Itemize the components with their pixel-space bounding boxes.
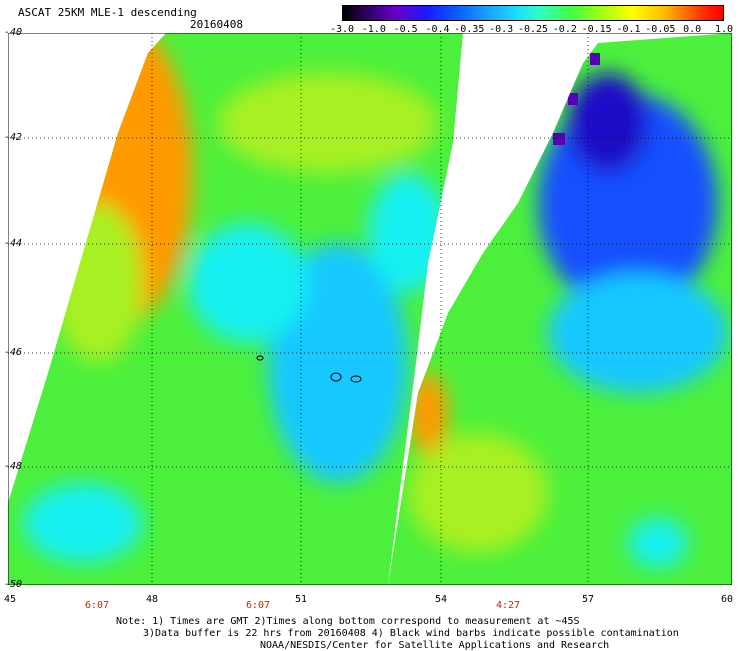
longitude-label: 51 <box>294 594 308 605</box>
cyan-patch-south <box>628 518 688 568</box>
product-date: 20160408 <box>190 18 243 31</box>
longitude-label: 60 <box>720 594 734 605</box>
purple-pixel <box>590 53 600 65</box>
color-scale-tick: -1.0 <box>361 24 386 35</box>
color-scale-tick: -0.15 <box>581 24 612 35</box>
latitude-label: -50 <box>4 579 23 590</box>
color-scale-tick: -0.4 <box>425 24 450 35</box>
yellow-region <box>408 433 548 553</box>
latitude-label: -46 <box>4 347 23 358</box>
green-region <box>218 73 438 173</box>
color-scale-tick: -0.3 <box>489 24 514 35</box>
contamination-contours <box>256 355 362 383</box>
contour <box>256 355 264 361</box>
graticule <box>8 33 732 585</box>
purple-pixel <box>568 93 578 105</box>
color-scale-tick: -0.5 <box>393 24 418 35</box>
cyan-patch <box>188 223 308 343</box>
product-title: ASCAT 25KM MLE-1 descending <box>18 6 197 19</box>
pass-time-label: 4:27 <box>495 600 521 611</box>
pass-time-label: 6:07 <box>245 600 271 611</box>
right-swath <box>388 33 732 585</box>
cyan-patch-east <box>368 173 448 293</box>
color-scale-tick: 0.0 <box>683 24 702 35</box>
color-scale-tick: -0.1 <box>616 24 641 35</box>
color-scale-tick: -0.05 <box>645 24 676 35</box>
contour <box>330 372 342 382</box>
color-scale-tick: 1.0 <box>714 24 734 35</box>
longitude-label: 45 <box>3 594 17 605</box>
latitude-label: -42 <box>4 132 23 143</box>
light-blue-region <box>548 273 728 393</box>
note-line-2: 3)Data buffer is 22 hrs from 20160408 4)… <box>143 628 679 639</box>
orange-edge <box>408 373 448 453</box>
note-line-1: Note: 1) Times are GMT 2)Times along bot… <box>116 616 580 627</box>
color-scale-tick: -0.2 <box>552 24 577 35</box>
color-scale-bar <box>342 5 724 21</box>
yellow-band <box>53 203 143 363</box>
color-scale-tick: -0.25 <box>517 24 549 35</box>
longitude-label: 48 <box>145 594 159 605</box>
note-line-3: NOAA/NESDIS/Center for Satellite Applica… <box>260 640 610 651</box>
color-scale-tick: -0.35 <box>454 24 485 35</box>
color-scale-tick: -3.0 <box>329 24 355 35</box>
latitude-label: -40 <box>4 27 23 38</box>
longitude-label: 54 <box>434 594 448 605</box>
cyan-patch-south <box>23 483 143 563</box>
map-canvas <box>8 33 732 585</box>
dark-blue-core <box>568 73 648 173</box>
latitude-label: -44 <box>4 238 23 249</box>
pass-time-label: 6:07 <box>84 600 110 611</box>
latitude-label: -48 <box>4 461 23 472</box>
longitude-label: 57 <box>581 594 595 605</box>
scatterometer-map <box>8 33 732 585</box>
purple-pixel <box>553 133 565 145</box>
contour <box>350 375 362 383</box>
